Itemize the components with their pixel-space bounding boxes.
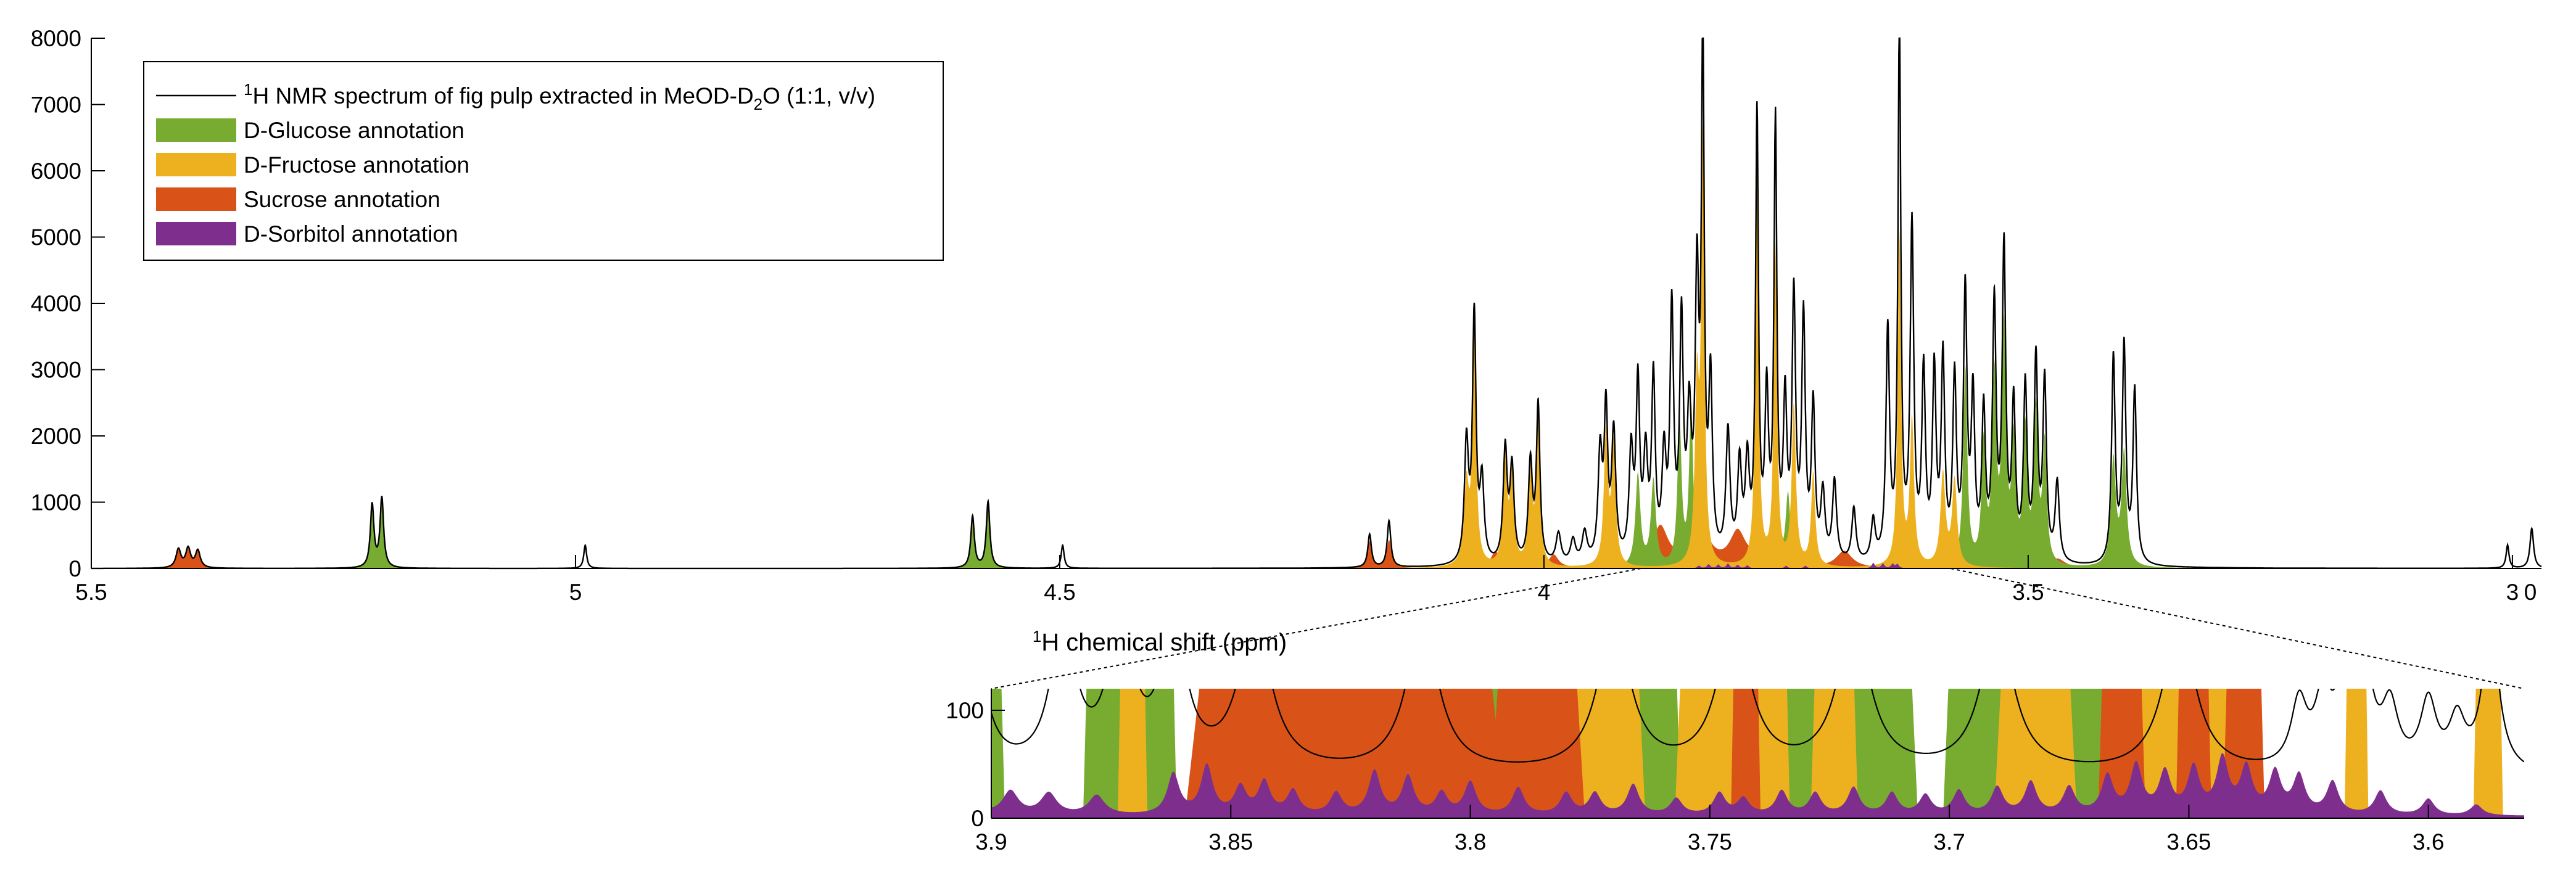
main-y-tick-label: 5000	[31, 225, 81, 250]
main-x-axis-title: 1H chemical shift (ppm)	[1033, 627, 1287, 656]
inset-y-tick-label: 0	[971, 806, 984, 831]
legend-swatch-sorbitol	[156, 222, 236, 245]
main-y-tick-label: 1000	[31, 490, 81, 515]
inset-series-layer	[991, 689, 2524, 818]
main-y-tick-label: 4000	[31, 291, 81, 316]
main-x-tick-label: 4.5	[1044, 580, 1075, 605]
inset-area-sorbitol	[991, 753, 2524, 818]
legend-swatch-glucose	[156, 118, 236, 142]
main-y-tick-label: 8000	[31, 26, 81, 51]
main-plot: 0 1000 2000 3000 4000 5000 6000 7000 8000 5.5 5 4.5…	[31, 26, 2542, 656]
inset-area-fructose	[1118, 689, 2503, 818]
inset-x-tick-label: 3.85	[1208, 829, 1253, 855]
zoom-connector-right	[1951, 568, 2525, 689]
inset-axes: 0 100 3.9 3.85 3.8 3.75 3.7 3.65 3.6	[946, 689, 2524, 855]
legend-label-fructose: D-Fructose annotation	[244, 152, 469, 178]
main-x-extra-tick-label: 0	[2524, 580, 2537, 605]
legend-label-glucose: D-Glucose annotation	[244, 118, 464, 143]
x-axis-title-sup: 1	[1033, 627, 1041, 646]
main-axes: 0 1000 2000 3000 4000 5000 6000 7000 8000 5.5 5 4.5…	[31, 26, 2541, 605]
inset-line-spectrum	[991, 689, 2524, 763]
legend: 1H NMR spectrum of fig pulp extracted in…	[143, 61, 944, 261]
inset-x-tick-label: 3.6	[2413, 829, 2444, 855]
legend-box	[143, 61, 944, 261]
series-area-sucrose	[91, 511, 2541, 568]
inset-x-tick-label: 3.9	[975, 829, 1007, 855]
inset-x-tick-label: 3.7	[1933, 829, 1965, 855]
main-y-tick-label: 6000	[31, 158, 81, 184]
legend-swatch-sucrose	[156, 187, 236, 211]
main-x-tick-label: 5.5	[75, 580, 107, 605]
inset-plot: 0 100 3.9 3.85 3.8 3.75 3.7 3.65 3.6	[946, 689, 2524, 855]
legend-swatch-fructose	[156, 153, 236, 176]
main-x-tick-label: 3.5	[2012, 580, 2044, 605]
inset-x-tick-label: 3.8	[1455, 829, 1486, 855]
series-area-glucose	[91, 313, 2541, 568]
main-y-tick-label: 0	[68, 556, 81, 581]
main-x-tick-label: 3	[2506, 580, 2519, 605]
main-x-tick-label: 5	[569, 580, 582, 605]
zoom-connector-lines	[991, 568, 2525, 689]
main-y-tick-label: 3000	[31, 358, 81, 383]
legend-label-sucrose: Sucrose annotation	[244, 187, 440, 212]
inset-x-tick-label: 3.75	[1688, 829, 1732, 855]
main-y-tick-label: 7000	[31, 92, 81, 118]
legend-label-sorbitol: D-Sorbitol annotation	[244, 221, 458, 247]
legend-label-spectrum: 1H NMR spectrum of fig pulp extracted in…	[244, 80, 875, 113]
inset-y-tick-label: 100	[946, 698, 984, 723]
inset-area-sucrose	[1184, 689, 2265, 818]
main-y-tick-label: 2000	[31, 424, 81, 449]
x-axis-title-text: H chemical shift (ppm)	[1041, 629, 1287, 656]
inset-x-tick-label: 3.65	[2166, 829, 2211, 855]
zoom-connector-left	[991, 568, 1641, 689]
main-x-tick-label: 4	[1538, 580, 1551, 605]
